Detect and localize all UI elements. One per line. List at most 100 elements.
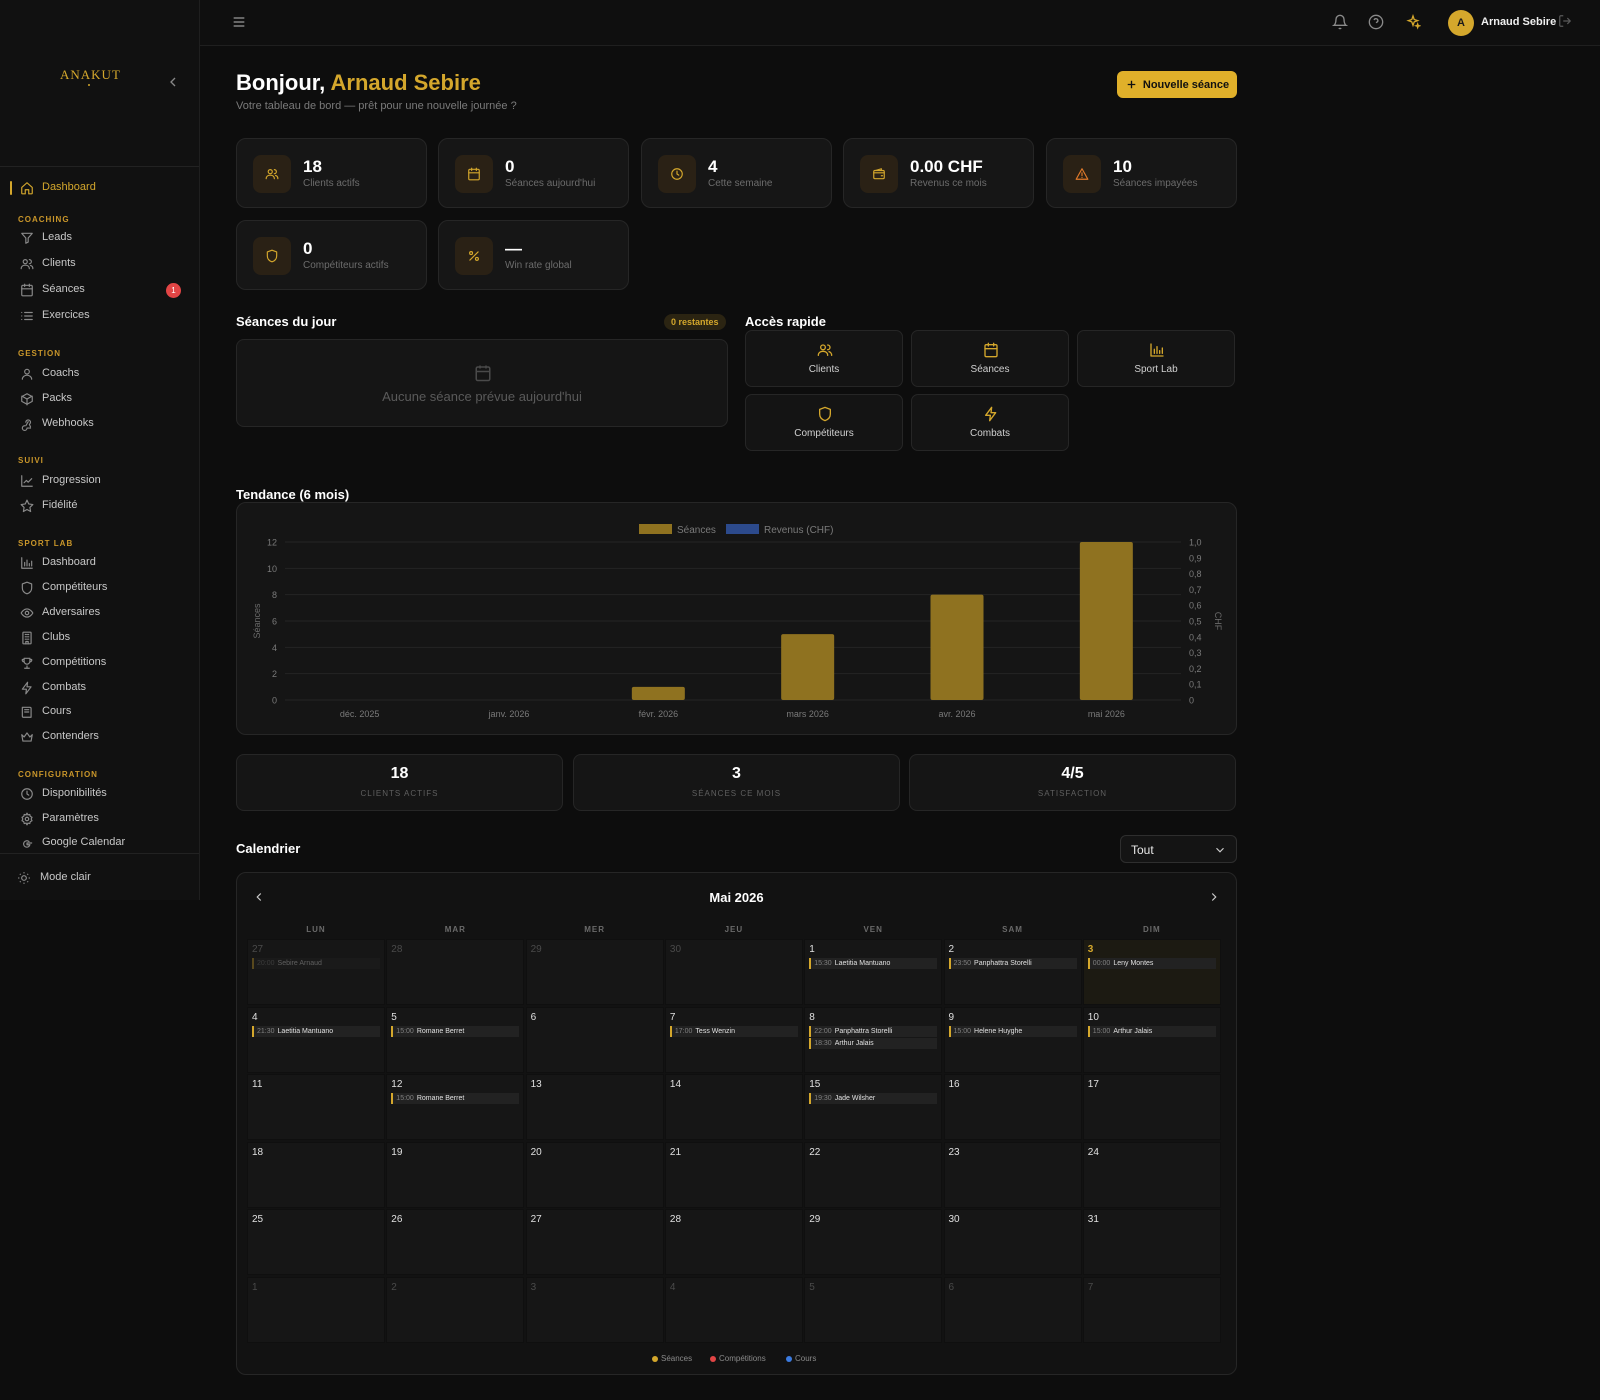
- calendar-day[interactable]: 27 20:00 Sebire Arnaud: [247, 939, 385, 1005]
- calendar-day[interactable]: 6: [943, 1276, 1082, 1343]
- app-logo[interactable]: ANAKUT: [60, 67, 121, 82]
- calendar-day[interactable]: 28: [664, 1209, 803, 1275]
- avatar[interactable]: A: [1448, 10, 1474, 36]
- weekday-header: JEU: [724, 925, 744, 934]
- sidebar-item-sl-clubs[interactable]: Clubs: [0, 628, 199, 648]
- calendar-day[interactable]: 30: [943, 1209, 1082, 1275]
- calendar-day[interactable]: 31: [1082, 1209, 1221, 1275]
- new-session-button[interactable]: Nouvelle séance: [1117, 71, 1237, 98]
- calendar-day[interactable]: 4: [664, 1276, 803, 1343]
- sidebar-item-sl-cours[interactable]: Cours: [0, 702, 199, 722]
- sidebar-item-sl-comp-titeurs[interactable]: Compétiteurs: [0, 578, 199, 598]
- sparkle-icon[interactable]: [1405, 14, 1421, 30]
- sidebar-item-dashboard[interactable]: Dashboard: [0, 178, 199, 198]
- calendar-day[interactable]: 10 15:00 Arthur Jalais: [1082, 1006, 1221, 1073]
- calendar-day[interactable]: 29: [804, 1209, 943, 1275]
- user-name[interactable]: Arnaud Sebire: [1481, 16, 1557, 28]
- calendar-day[interactable]: 25: [247, 1209, 385, 1275]
- calendar-day[interactable]: 11: [247, 1074, 385, 1140]
- calendar-day[interactable]: 26: [386, 1209, 525, 1275]
- calendar-day[interactable]: 19: [386, 1141, 525, 1208]
- sidebar-item-sl-adversaires[interactable]: Adversaires: [0, 603, 199, 623]
- sidebar-item-webhooks[interactable]: Webhooks: [0, 414, 199, 434]
- calendar-day[interactable]: 13: [525, 1074, 664, 1140]
- sidebar-item-packs[interactable]: Packs: [0, 389, 199, 409]
- sidebar-item-exercices[interactable]: Exercices: [0, 306, 199, 326]
- calendar-day[interactable]: 27: [525, 1209, 664, 1275]
- sidebar-item-leads[interactable]: Leads: [0, 228, 199, 248]
- calendar-event[interactable]: 15:00 Romane Berret: [391, 1025, 520, 1037]
- calendar-day[interactable]: 30: [664, 939, 803, 1005]
- calendar-event[interactable]: 15:00 Helene Huyghe: [948, 1025, 1077, 1037]
- calendar-event[interactable]: 21:30 Laetitia Mantuano: [252, 1025, 380, 1037]
- menu-icon[interactable]: [231, 14, 247, 30]
- sidebar-item-clients[interactable]: Clients: [0, 254, 199, 274]
- sidebar-item-sl-contenders[interactable]: Contenders: [0, 727, 199, 747]
- calendar-event[interactable]: 00:00 Leny Montes: [1087, 958, 1216, 969]
- calendar-day[interactable]: 1: [247, 1276, 385, 1343]
- quick-clients-button[interactable]: Clients: [745, 330, 903, 387]
- help-icon[interactable]: [1368, 14, 1384, 30]
- calendar-day[interactable]: 5: [804, 1276, 943, 1343]
- calendar-event[interactable]: 17:00 Tess Wenzin: [669, 1025, 798, 1037]
- next-month-icon[interactable]: [1207, 890, 1221, 904]
- calendar-event[interactable]: 23:50 Panphattra Storelli: [948, 958, 1077, 969]
- notification-badge: 1: [166, 283, 181, 298]
- calendar-day[interactable]: 17: [1082, 1074, 1221, 1140]
- theme-toggle-button[interactable]: Mode clair: [0, 868, 199, 888]
- calendar-event[interactable]: 15:30 Laetitia Mantuano: [809, 958, 938, 969]
- sidebar-item-disponibilit-s[interactable]: Disponibilités: [0, 784, 199, 804]
- calendar-day[interactable]: 12 15:00 Romane Berret: [386, 1074, 525, 1140]
- logout-icon[interactable]: [1558, 14, 1574, 30]
- stat-label: SATISFACTION: [1037, 789, 1108, 798]
- calendar-event[interactable]: 15:00 Arthur Jalais: [1087, 1025, 1216, 1037]
- calendar-day[interactable]: 1 15:30 Laetitia Mantuano: [804, 939, 943, 1005]
- sidebar-item-sl-comp-titions[interactable]: Compétitions: [0, 653, 199, 673]
- sidebar-item-sl-dashboard[interactable]: Dashboard: [0, 553, 199, 573]
- calendar-day[interactable]: 3: [525, 1276, 664, 1343]
- quick-s-ances-button[interactable]: Séances: [911, 330, 1069, 387]
- calendar-event[interactable]: 15:00 Romane Berret: [391, 1093, 520, 1104]
- calendar-event[interactable]: 22:00 Panphattra Storelli: [809, 1025, 938, 1037]
- sidebar-item-s-ances[interactable]: Séances 1: [0, 280, 199, 300]
- calendar-day[interactable]: 2: [386, 1276, 525, 1343]
- quick-sport-lab-button[interactable]: Sport Lab: [1077, 330, 1235, 387]
- quick-combats-button[interactable]: Combats: [911, 394, 1069, 451]
- calendar-day[interactable]: 7: [1082, 1276, 1221, 1343]
- event-name: Romane Berret: [416, 1027, 465, 1035]
- sidebar-item-coachs[interactable]: Coachs: [0, 364, 199, 384]
- calendar-day[interactable]: 16: [943, 1074, 1082, 1140]
- sidebar-item-param-tres[interactable]: Paramètres: [0, 809, 199, 829]
- calendar-day[interactable]: 8 22:00 Panphattra Storelli 18:30 Arthur Jal…: [804, 1006, 943, 1073]
- collapse-sidebar-icon[interactable]: [165, 74, 181, 90]
- calendar-day[interactable]: 23: [943, 1141, 1082, 1208]
- calendar-day[interactable]: 9 15:00 Helene Huyghe: [943, 1006, 1082, 1073]
- calendar-event[interactable]: 18:30 Arthur Jalais: [809, 1037, 938, 1049]
- calendar-day[interactable]: 22: [804, 1141, 943, 1208]
- weekday-header: MER: [584, 925, 605, 934]
- calendar-day[interactable]: 21: [664, 1141, 803, 1208]
- calendar-day[interactable]: 24: [1082, 1141, 1221, 1208]
- sidebar-item-progression[interactable]: Progression: [0, 471, 199, 491]
- calendar-day[interactable]: 28: [386, 939, 525, 1005]
- calendar-day[interactable]: 2 23:50 Panphattra Storelli: [943, 939, 1082, 1005]
- sidebar-item-fid-lit-[interactable]: Fidélité: [0, 496, 199, 516]
- calendar-day[interactable]: 7 17:00 Tess Wenzin: [664, 1006, 803, 1073]
- sidebar-item-google-calendar[interactable]: Google Calendar: [0, 833, 199, 853]
- calendar-day[interactable]: 6: [525, 1006, 664, 1073]
- quick-comp-titeurs-button[interactable]: Compétiteurs: [745, 394, 903, 451]
- calendar-day[interactable]: 14: [664, 1074, 803, 1140]
- calendar-day[interactable]: 18: [247, 1141, 385, 1208]
- calendar-day[interactable]: 4 21:30 Laetitia Mantuano: [247, 1006, 385, 1073]
- calendar-day[interactable]: 3 00:00 Leny Montes: [1082, 939, 1221, 1005]
- sidebar-item-sl-combats[interactable]: Combats: [0, 678, 199, 698]
- calendar-event[interactable]: 19:30 Jade Wilsher: [809, 1093, 938, 1104]
- calendar-day[interactable]: 5 15:00 Romane Berret: [386, 1006, 525, 1073]
- calendar-filter-select[interactable]: Tout: [1120, 835, 1237, 863]
- calendar-event[interactable]: 20:00 Sebire Arnaud: [252, 958, 380, 969]
- calendar-day[interactable]: 15 19:30 Jade Wilsher: [804, 1074, 943, 1140]
- calendar-day[interactable]: 20: [525, 1141, 664, 1208]
- calendar-day[interactable]: 29: [525, 939, 664, 1005]
- bell-icon[interactable]: [1332, 14, 1348, 30]
- prev-month-icon[interactable]: [252, 890, 266, 904]
